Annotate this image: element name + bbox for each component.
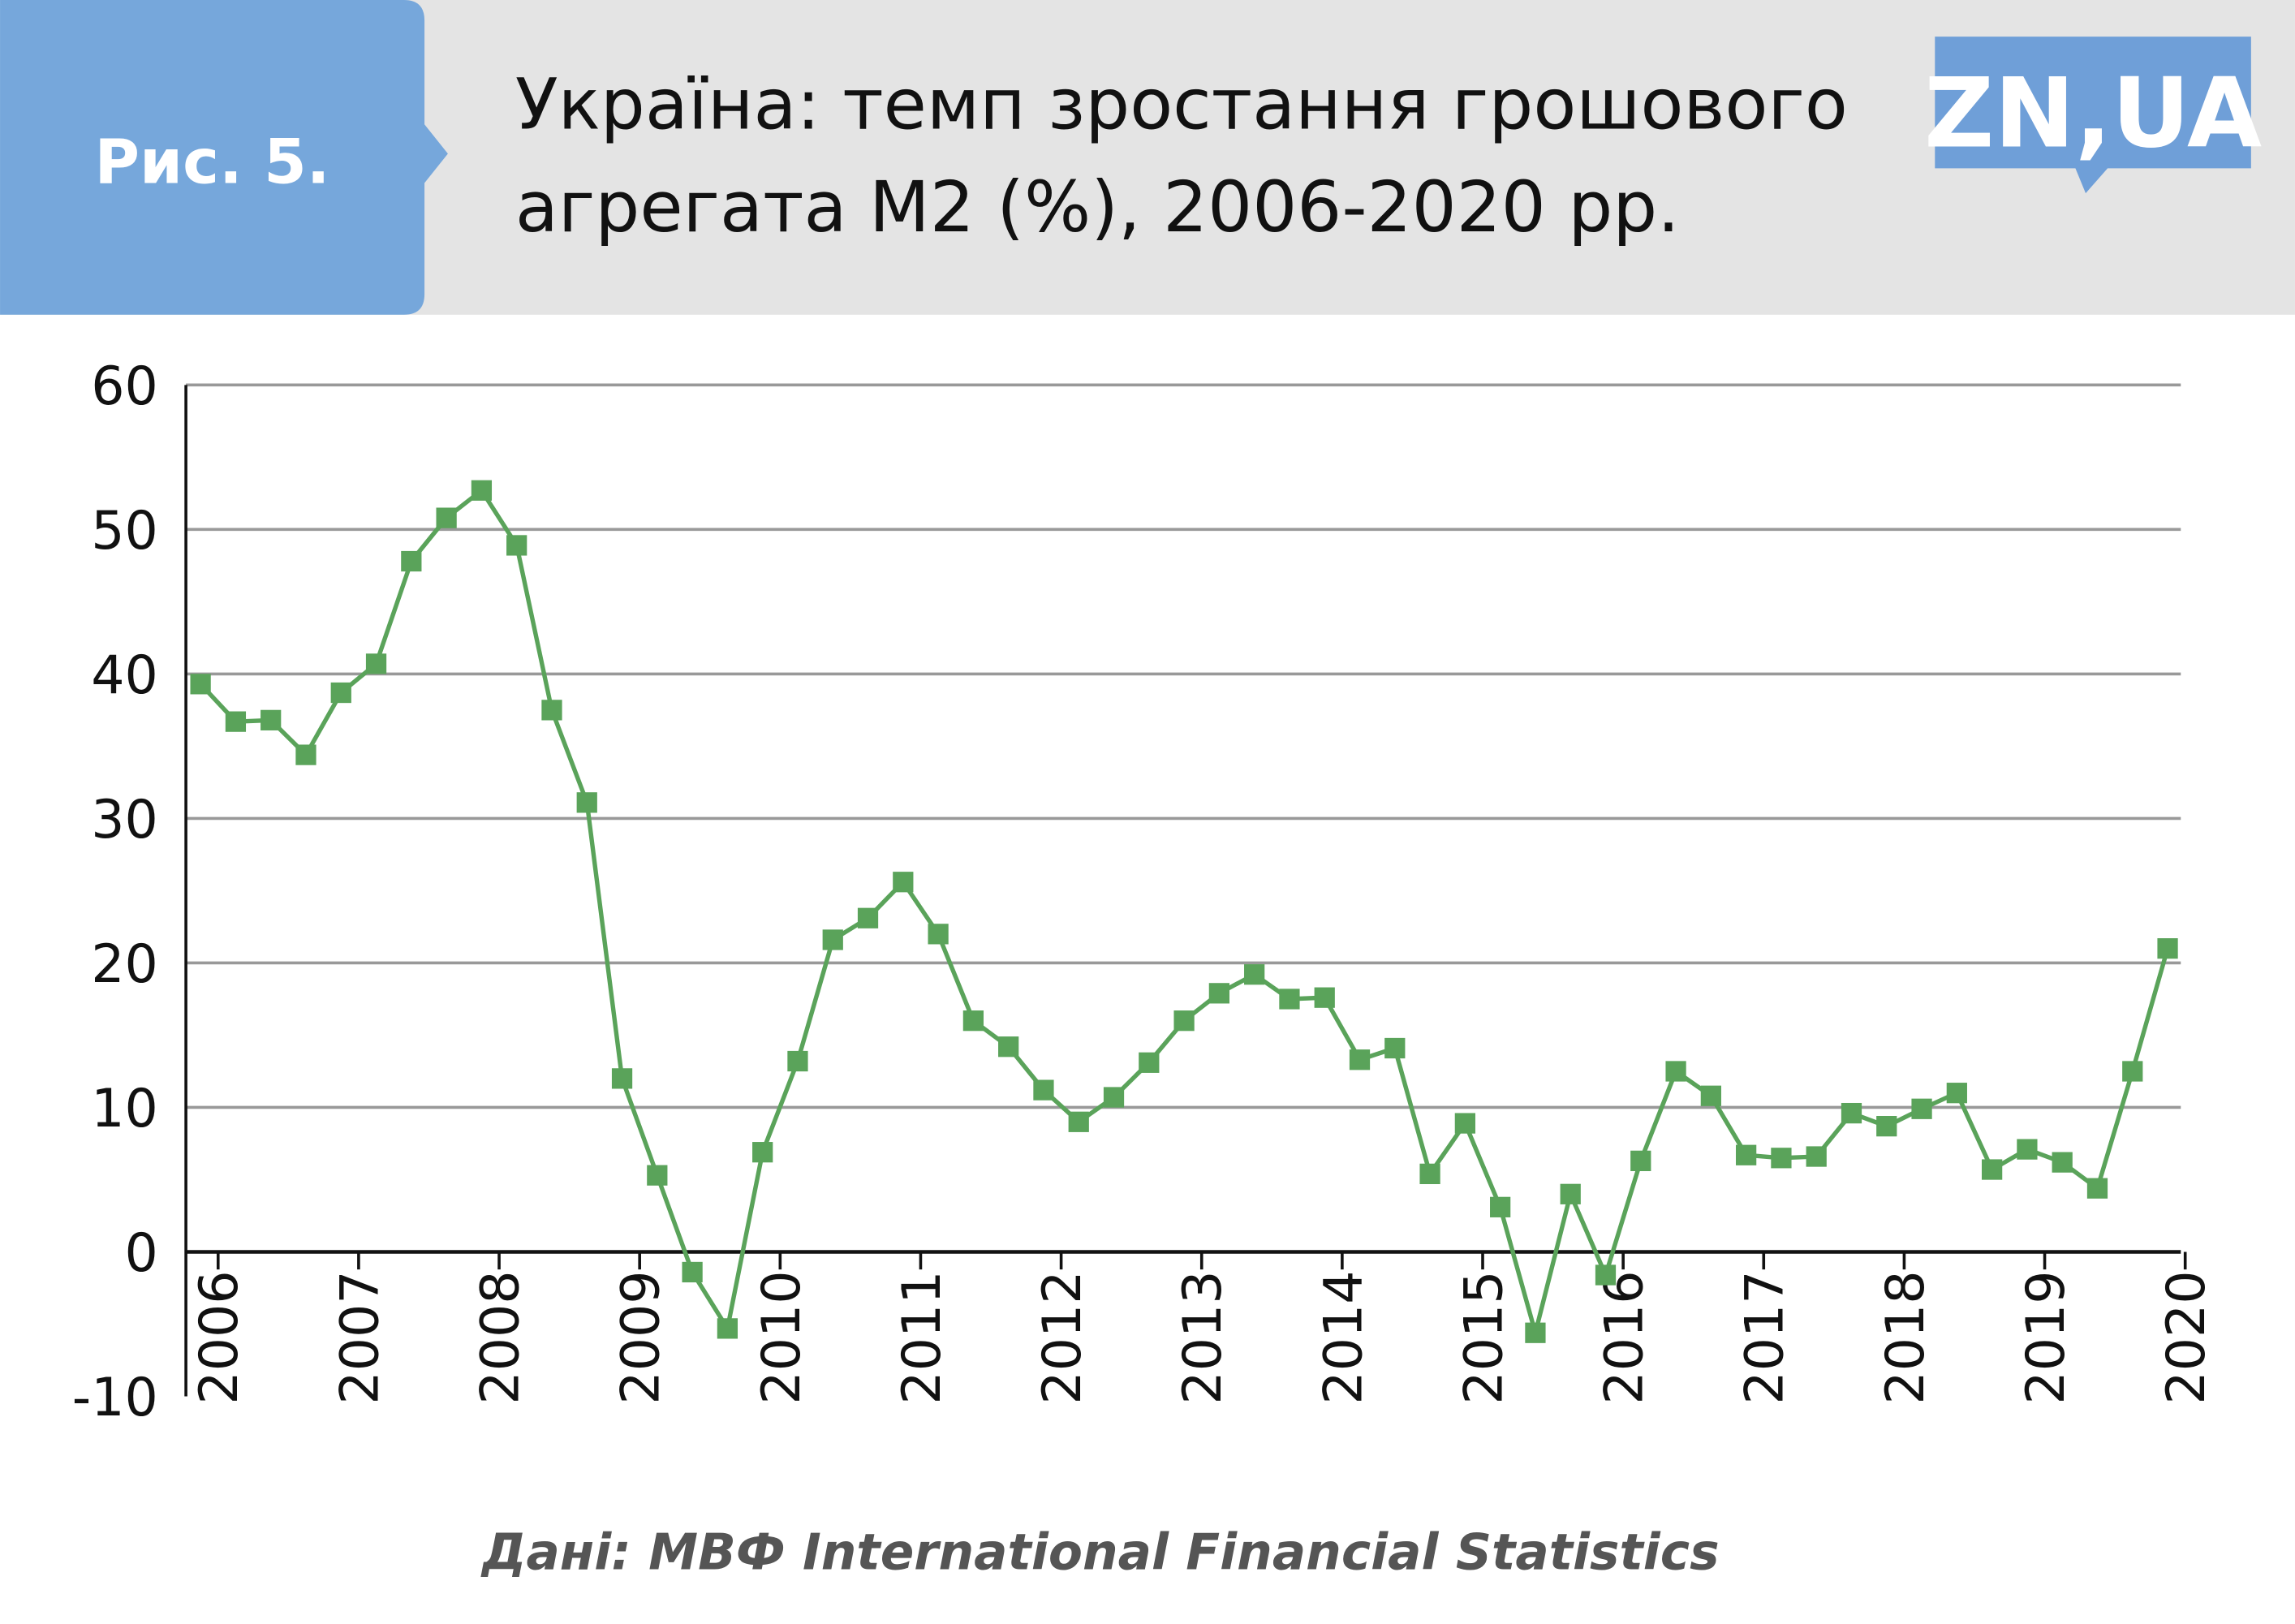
x-tick-label: 2017 — [1735, 1270, 1796, 1404]
data-point — [1560, 1183, 1581, 1204]
data-point — [2017, 1139, 2038, 1160]
x-tick-label: 2006 — [189, 1270, 250, 1404]
data-point — [787, 1050, 808, 1072]
data-point — [1384, 1037, 1406, 1059]
x-tick-label: 2015 — [1453, 1270, 1514, 1404]
data-point — [1665, 1061, 1686, 1082]
data-point — [436, 507, 457, 528]
x-tick-label: 2014 — [1313, 1270, 1374, 1404]
data-point — [928, 924, 949, 945]
data-point — [1419, 1163, 1440, 1185]
x-tick-label: 2009 — [611, 1270, 672, 1404]
data-point — [1876, 1116, 1897, 1137]
x-tick-label: 2013 — [1173, 1270, 1234, 1404]
data-point — [1349, 1049, 1371, 1070]
y-tick-label: 10 — [91, 1079, 158, 1139]
data-point — [717, 1318, 738, 1339]
data-point — [1525, 1322, 1546, 1343]
x-tick-label: 2010 — [751, 1270, 812, 1404]
x-tick-label: 2018 — [1875, 1270, 1936, 1404]
y-tick-label: 50 — [91, 501, 158, 562]
data-point — [401, 550, 422, 572]
data-point — [2157, 938, 2178, 959]
data-point — [1279, 989, 1300, 1010]
y-tick-label: 40 — [91, 645, 158, 706]
data-point — [857, 907, 879, 928]
data-point — [822, 929, 843, 950]
data-point — [1173, 1010, 1195, 1032]
data-point — [1103, 1087, 1125, 1108]
data-point — [365, 653, 387, 674]
data-point — [1982, 1159, 2003, 1180]
logo-box — [1935, 37, 2251, 194]
y-tick-label: -10 — [72, 1368, 158, 1428]
x-tick-label: 2008 — [470, 1270, 531, 1404]
y-tick-label: 20 — [91, 934, 158, 995]
logo: ZN,UA — [1924, 58, 2262, 170]
data-line — [199, 487, 2170, 1342]
data-point — [893, 872, 914, 893]
source-note: Дані: МВФ International Financial Statis… — [480, 1523, 1720, 1581]
data-point — [752, 1142, 773, 1163]
data-point — [471, 480, 493, 501]
data-point — [1314, 987, 1335, 1008]
data-point — [1208, 983, 1229, 1004]
data-point — [998, 1036, 1019, 1058]
data-point — [261, 709, 282, 730]
data-point — [1033, 1079, 1054, 1101]
data-point — [1911, 1098, 1932, 1119]
x-tick-label: 2019 — [2016, 1270, 2077, 1404]
data-point — [1630, 1150, 1651, 1171]
data-point — [1806, 1146, 1827, 1167]
data-point — [2052, 1152, 2073, 1173]
data-point — [541, 700, 562, 721]
y-tick-label: 30 — [91, 790, 158, 851]
data-point — [1700, 1085, 1721, 1106]
data-point — [1490, 1196, 1511, 1217]
x-tick-label: 2012 — [1032, 1270, 1093, 1404]
figure-label: Рис. 5. — [95, 126, 330, 197]
data-point — [647, 1165, 668, 1186]
data-point — [1139, 1052, 1160, 1073]
chart-title: Україна: темп зростання грошового — [515, 65, 1848, 146]
data-point — [1454, 1113, 1475, 1134]
data-point — [1068, 1111, 1089, 1132]
x-tick-label: 2007 — [329, 1270, 390, 1404]
data-point — [576, 792, 597, 813]
y-tick-label: 0 — [125, 1223, 158, 1284]
x-tick-label: 2011 — [892, 1270, 953, 1404]
data-point — [330, 682, 351, 704]
data-point — [1595, 1264, 1617, 1286]
data-point — [190, 674, 211, 695]
x-tick-label: 2016 — [1595, 1270, 1656, 1404]
data-point — [295, 744, 316, 765]
data-point — [1946, 1083, 1967, 1104]
plot: -10 0 10 20 30 40 50 60 2006 2007 2008 2009 2010 2011… — [72, 356, 2217, 1428]
x-tick-label: 2020 — [2156, 1270, 2217, 1404]
data-point — [611, 1068, 633, 1089]
data-point — [1841, 1102, 1862, 1124]
data-point — [2122, 1061, 2143, 1082]
figure-badge — [0, 0, 448, 315]
data-point — [225, 711, 247, 732]
data-point — [1736, 1144, 1757, 1165]
data-point — [1771, 1148, 1792, 1169]
data-point — [1244, 964, 1265, 985]
y-tick-label: 60 — [91, 356, 158, 417]
data-point — [2086, 1178, 2108, 1199]
data-point — [682, 1261, 703, 1283]
data-point — [962, 1010, 984, 1032]
data-point — [506, 535, 527, 556]
chart-title: агрегата М2 (%), 2006-2020 рр. — [515, 167, 1680, 248]
